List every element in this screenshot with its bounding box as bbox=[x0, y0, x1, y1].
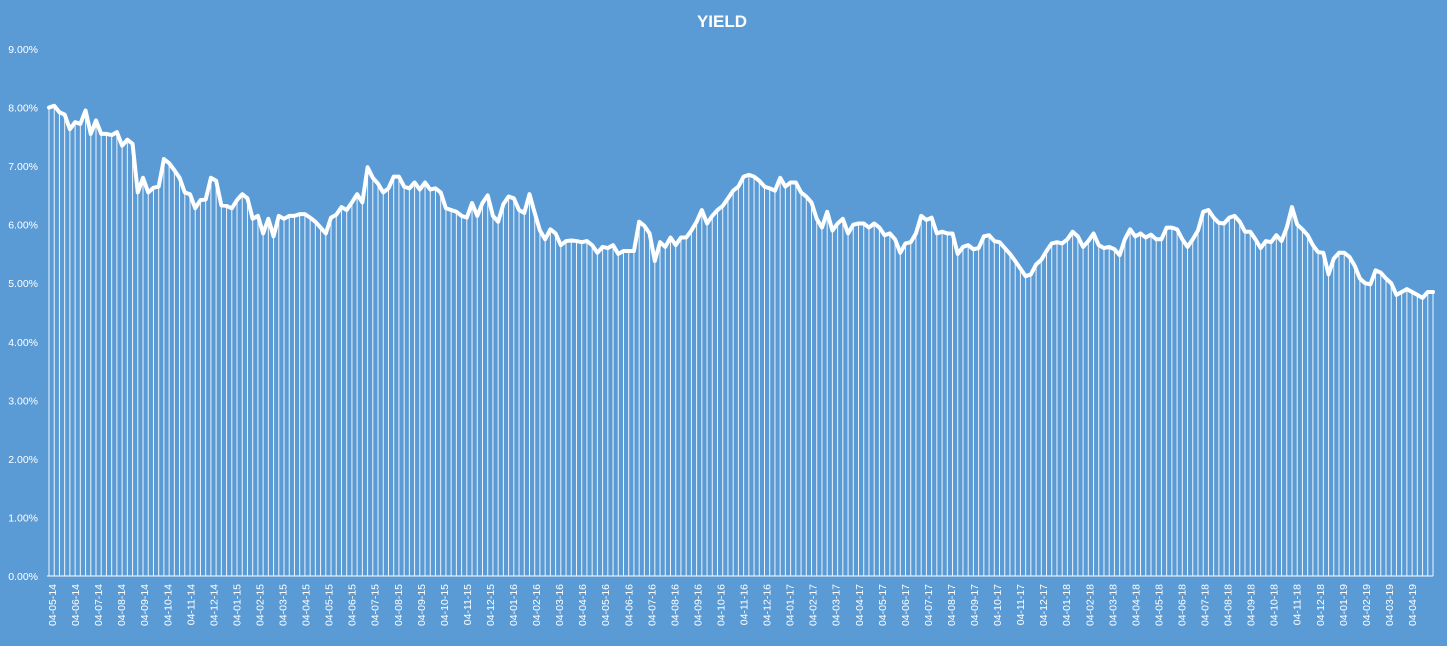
x-tick-label: 04-10-16 bbox=[716, 584, 728, 626]
x-tick-label: 04-09-18 bbox=[1246, 584, 1258, 626]
x-tick-label: 04-07-17 bbox=[923, 584, 935, 626]
x-tick-label: 04-12-15 bbox=[485, 584, 497, 626]
x-tick-label: 04-12-16 bbox=[762, 584, 774, 626]
x-tick-label: 04-05-14 bbox=[47, 584, 59, 626]
y-tick-label: 3.00% bbox=[8, 395, 38, 407]
y-tick-label: 9.00% bbox=[8, 44, 38, 56]
y-axis: 0.00% 1.00% 2.00% 3.00% 4.00% 5.00% 6.00% 7.00%… bbox=[8, 44, 38, 583]
x-tick-label: 04-04-15 bbox=[301, 584, 313, 626]
x-tick-label: 04-02-16 bbox=[531, 584, 543, 626]
x-tick-label: 04-04-18 bbox=[1130, 584, 1142, 626]
x-tick-label: 04-03-19 bbox=[1384, 584, 1396, 626]
yield-series-line bbox=[47, 103, 1435, 300]
x-tick-label: 04-09-15 bbox=[416, 584, 428, 626]
y-tick-label: 6.00% bbox=[8, 220, 38, 232]
x-tick-label: 04-07-18 bbox=[1200, 584, 1212, 626]
x-tick-label: 04-10-15 bbox=[439, 584, 451, 626]
x-tick-label: 04-11-18 bbox=[1292, 584, 1304, 625]
y-tick-label: 7.00% bbox=[8, 161, 38, 173]
x-tick-label: 04-08-14 bbox=[116, 584, 128, 626]
x-tick-label: 04-08-17 bbox=[946, 584, 958, 626]
x-tick-label: 04-10-17 bbox=[992, 584, 1004, 626]
x-tick-label: 04-04-16 bbox=[577, 584, 589, 626]
x-tick-label: 04-08-15 bbox=[393, 584, 405, 626]
x-tick-label: 04-06-14 bbox=[70, 584, 82, 626]
x-tick-label: 04-07-15 bbox=[370, 584, 382, 626]
x-tick-label: 04-11-14 bbox=[185, 584, 197, 625]
x-tick-label: 04-11-16 bbox=[739, 584, 751, 625]
x-tick-label: 04-12-17 bbox=[1038, 584, 1050, 626]
x-tick-label: 04-01-18 bbox=[1061, 584, 1073, 626]
x-tick-label: 04-05-16 bbox=[600, 584, 612, 626]
y-tick-label: 0.00% bbox=[8, 571, 38, 583]
bars-layer bbox=[48, 105, 1434, 576]
x-tick-label: 04-01-19 bbox=[1338, 584, 1350, 626]
x-tick-label: 04-12-14 bbox=[208, 584, 220, 626]
y-tick-label: 2.00% bbox=[8, 454, 38, 466]
y-tick-label: 8.00% bbox=[8, 103, 38, 115]
x-tick-label: 04-03-18 bbox=[1107, 584, 1119, 626]
x-tick-label: 04-04-17 bbox=[854, 584, 866, 626]
x-tick-label: 04-09-16 bbox=[692, 584, 704, 626]
x-tick-label: 04-11-17 bbox=[1015, 584, 1027, 625]
x-tick-label: 04-08-16 bbox=[669, 584, 681, 626]
x-tick-label: 04-02-15 bbox=[255, 584, 267, 626]
x-axis: 04-05-14 04-06-14 04-07-14 04-08-14 04-09-14… bbox=[47, 575, 1433, 626]
x-tick-label: 04-03-15 bbox=[278, 584, 290, 626]
x-tick-label: 04-05-18 bbox=[1153, 584, 1165, 626]
x-tick-label: 04-09-14 bbox=[139, 584, 151, 626]
x-tick-label: 04-05-15 bbox=[324, 584, 336, 626]
x-tick-label: 04-07-14 bbox=[93, 584, 105, 626]
y-tick-label: 1.00% bbox=[8, 512, 38, 524]
y-tick-label: 4.00% bbox=[8, 337, 38, 349]
x-tick-label: 04-01-15 bbox=[231, 584, 243, 626]
x-tick-label: 04-02-18 bbox=[1084, 584, 1096, 626]
x-tick-label: 04-09-17 bbox=[969, 584, 981, 626]
x-tick-label: 04-03-16 bbox=[554, 584, 566, 626]
chart-title: YIELD bbox=[697, 12, 747, 31]
x-tick-label: 04-04-19 bbox=[1407, 584, 1419, 626]
x-tick-label: 04-06-18 bbox=[1177, 584, 1189, 626]
x-tick-label: 04-02-19 bbox=[1361, 584, 1373, 626]
x-tick-label: 04-07-16 bbox=[646, 584, 658, 626]
x-tick-label: 04-12-18 bbox=[1315, 584, 1327, 626]
x-tick-label: 04-08-18 bbox=[1223, 584, 1235, 626]
x-tick-label: 04-10-14 bbox=[162, 584, 174, 626]
x-tick-label: 04-06-16 bbox=[623, 584, 635, 626]
x-tick-label: 04-02-17 bbox=[808, 584, 820, 626]
x-tick-label: 04-03-17 bbox=[831, 584, 843, 626]
x-tick-label: 04-10-18 bbox=[1269, 584, 1281, 626]
x-tick-label: 04-06-15 bbox=[347, 584, 359, 626]
x-tick-label: 04-05-17 bbox=[877, 584, 889, 626]
x-tick-label: 04-01-17 bbox=[785, 584, 797, 626]
x-tick-label: 04-06-17 bbox=[900, 584, 912, 626]
x-tick-label: 04-01-16 bbox=[508, 584, 520, 626]
y-tick-label: 5.00% bbox=[8, 278, 38, 290]
x-tick-label: 04-11-15 bbox=[462, 584, 474, 625]
